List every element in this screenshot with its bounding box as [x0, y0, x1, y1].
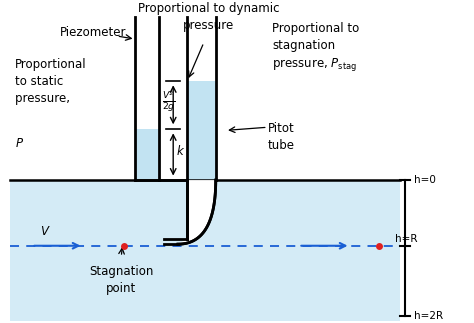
Text: $P$: $P$: [15, 137, 24, 150]
Text: Proportional
to static
pressure,: Proportional to static pressure,: [15, 58, 86, 105]
Bar: [136, 129, 159, 180]
Text: $V$: $V$: [40, 225, 51, 238]
Text: h=2R: h=2R: [414, 311, 443, 321]
Text: Proportional to dynamic
pressure: Proportional to dynamic pressure: [138, 2, 279, 32]
Text: $\frac{V^2}{2g}$: $\frac{V^2}{2g}$: [162, 89, 175, 114]
Text: Proportional to
stagnation
pressure, $P_\mathrm{stag}$: Proportional to stagnation pressure, $P_…: [273, 22, 360, 73]
Text: h=0: h=0: [414, 175, 436, 185]
Text: Piezometer: Piezometer: [60, 26, 126, 39]
Bar: [10, 180, 400, 321]
Text: k: k: [177, 145, 184, 158]
Bar: [187, 81, 216, 180]
Text: Stagnation
point: Stagnation point: [89, 265, 154, 295]
Text: h=R: h=R: [395, 234, 418, 244]
Polygon shape: [178, 180, 216, 244]
Text: Pitot
tube: Pitot tube: [268, 122, 295, 152]
